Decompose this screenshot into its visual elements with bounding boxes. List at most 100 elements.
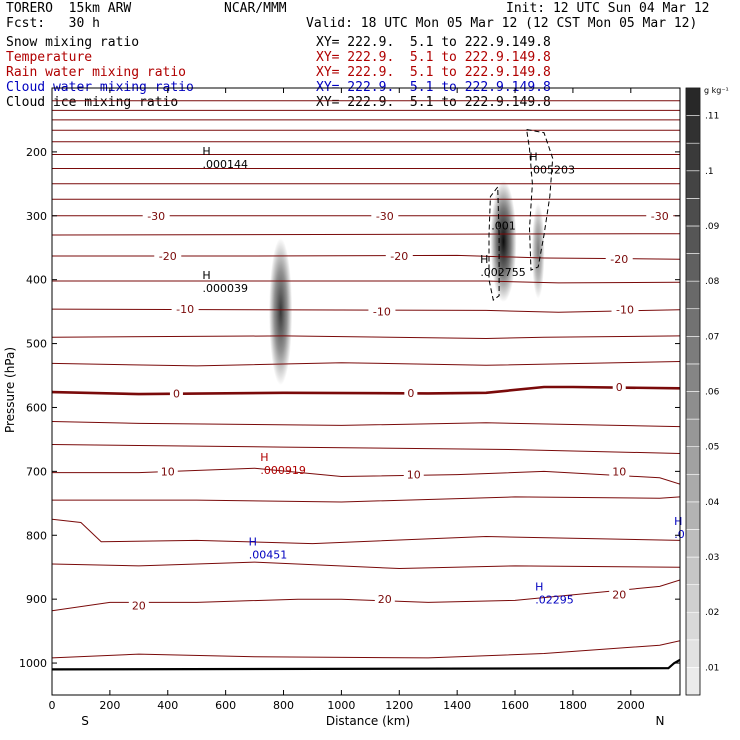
colorbar-swatch-0 bbox=[685, 667, 701, 696]
cloud-ice-contour-1 bbox=[526, 129, 554, 271]
snow-shading-0 bbox=[269, 238, 293, 386]
max-marker-2: H bbox=[480, 253, 488, 266]
colorbar-swatch-8 bbox=[685, 446, 701, 475]
colorbar-tick-label-3: .04 bbox=[705, 498, 720, 508]
isotherm-line-16 bbox=[52, 385, 680, 396]
x-tick-label-3: 600 bbox=[215, 699, 236, 712]
snow-shading-2 bbox=[531, 203, 545, 299]
y-tick-label-8: 1000 bbox=[19, 657, 47, 670]
max-value-2: .002755 bbox=[480, 266, 526, 279]
colorbar-tick-label-5: .06 bbox=[705, 388, 720, 398]
isotherm-line-18 bbox=[52, 444, 680, 454]
colorbar-swatch-5 bbox=[685, 529, 701, 558]
colorbar-tick-label-10: .11 bbox=[705, 112, 719, 122]
max-marker-5: H bbox=[249, 535, 257, 548]
max-value-3: .005203 bbox=[530, 164, 576, 177]
max-value-6: .02295 bbox=[535, 594, 574, 607]
field-xy-rain: XY= 222.9. 5.1 to 222.9.149.8 bbox=[316, 65, 551, 80]
colorbar-tick-label-4: .05 bbox=[705, 443, 719, 453]
contour-label-0: -30 bbox=[147, 210, 165, 223]
x-tick-label-8: 1600 bbox=[501, 699, 529, 712]
init-time: Init: 12 UTC Sun 04 Mar 12 bbox=[506, 1, 710, 16]
field-xy-snow: XY= 222.9. 5.1 to 222.9.149.8 bbox=[316, 35, 551, 50]
contour-label-13: 10 bbox=[407, 469, 421, 482]
y-tick-label-0: 200 bbox=[26, 146, 47, 159]
org-label: NCAR/MMM bbox=[224, 1, 287, 16]
contour-label-5: -20 bbox=[610, 253, 628, 266]
x-tick-label-6: 1200 bbox=[385, 699, 413, 712]
contour-label-bg-16 bbox=[374, 593, 395, 606]
colorbar-swatch-16 bbox=[685, 225, 701, 254]
max-value-0: .000144 bbox=[202, 158, 248, 171]
isotherm-line-17 bbox=[52, 421, 680, 428]
isotherm-line-10 bbox=[52, 233, 680, 236]
inline-label-0: .001 bbox=[491, 219, 516, 232]
contour-label-16: 20 bbox=[378, 593, 392, 606]
isotherm-line-13 bbox=[52, 308, 680, 313]
field-name-temperature: Temperature bbox=[6, 50, 93, 65]
max-marker-7: H bbox=[674, 515, 682, 528]
x-axis-title: Distance (km) bbox=[326, 714, 410, 728]
contour-label-bg-1 bbox=[371, 209, 399, 222]
valid-time: Valid: 18 UTC Mon 05 Mar 12 (12 CST Mon … bbox=[306, 16, 698, 31]
y-tick-label-7: 900 bbox=[26, 593, 47, 606]
y-tick-label-3: 500 bbox=[26, 338, 47, 351]
contour-label-4: -20 bbox=[390, 250, 408, 263]
colorbar-swatch-2 bbox=[685, 611, 701, 641]
contour-label-bg-13 bbox=[403, 468, 424, 481]
contour-label-bg-12 bbox=[157, 465, 178, 478]
contour-label-bg-5 bbox=[605, 253, 633, 266]
x-tick-label-1: 200 bbox=[99, 699, 120, 712]
x-tick-label-0: 0 bbox=[49, 699, 56, 712]
max-marker-0: H bbox=[202, 145, 210, 158]
colorbar-swatch-11 bbox=[685, 363, 701, 392]
isotherm-line-20 bbox=[52, 496, 680, 503]
y-axis-title: Pressure (hPa) bbox=[3, 347, 17, 433]
field-xy-temperature: XY= 222.9. 5.1 to 222.9.149.8 bbox=[316, 50, 551, 65]
colorbar-tick-label-0: .01 bbox=[705, 663, 719, 673]
isotherm-line-21 bbox=[52, 518, 680, 545]
contour-label-8: -10 bbox=[616, 304, 634, 317]
south-end-label: S bbox=[81, 714, 89, 728]
x-tick-label-2: 400 bbox=[157, 699, 178, 712]
isotherm-line-22 bbox=[52, 561, 680, 570]
colorbar-tick-label-8: .09 bbox=[705, 222, 720, 232]
contour-label-12: 10 bbox=[161, 465, 175, 478]
max-value-1: .000039 bbox=[202, 282, 248, 295]
contour-label-bg-8 bbox=[611, 303, 639, 316]
north-end-label: N bbox=[656, 714, 665, 728]
colorbar-tick-label-1: .02 bbox=[705, 608, 719, 618]
x-tick-label-4: 800 bbox=[273, 699, 294, 712]
isotherm-line-19 bbox=[52, 467, 680, 485]
contour-label-14: 10 bbox=[612, 465, 626, 478]
model-title: TORERO 15km ARW bbox=[6, 1, 132, 16]
snow-shading-1 bbox=[490, 180, 517, 303]
colorbar-swatch-4 bbox=[685, 556, 701, 585]
contour-label-bg-6 bbox=[171, 303, 199, 316]
contour-label-15: 20 bbox=[132, 600, 146, 613]
contour-label-10: 0 bbox=[407, 387, 414, 400]
field-name-cloud-ice: Cloud ice mixing ratio bbox=[6, 95, 179, 110]
contour-label-bg-17 bbox=[609, 588, 630, 601]
colorbar-swatch-6 bbox=[685, 501, 701, 530]
contour-label-bg-4 bbox=[385, 250, 413, 263]
contour-label-3: -20 bbox=[159, 250, 177, 263]
colorbar-unit-label: g kg⁻¹ bbox=[704, 86, 729, 95]
colorbar-tick-label-2: .03 bbox=[705, 553, 719, 563]
isotherm-line-12 bbox=[52, 280, 680, 284]
colorbar-swatch-12 bbox=[685, 336, 701, 365]
field-xy-cloud-ice: XY= 222.9. 5.1 to 222.9.149.8 bbox=[316, 95, 551, 110]
colorbar-swatch-18 bbox=[685, 170, 701, 199]
max-marker-1: H bbox=[202, 269, 210, 282]
field-name-rain: Rain water mixing ratio bbox=[6, 65, 187, 80]
max-marker-6: H bbox=[535, 581, 543, 594]
colorbar-swatch-20 bbox=[685, 115, 701, 144]
isotherm-line-24 bbox=[52, 640, 680, 659]
forecast-hour: Fcst: 30 h bbox=[6, 16, 100, 31]
contour-label-bg-14 bbox=[609, 465, 630, 478]
plot-frame bbox=[51, 87, 681, 696]
contour-label-bg-0 bbox=[142, 209, 170, 222]
x-tick-label-5: 1000 bbox=[327, 699, 355, 712]
x-tick-label-7: 1400 bbox=[443, 699, 471, 712]
colorbar-swatch-15 bbox=[685, 253, 701, 282]
